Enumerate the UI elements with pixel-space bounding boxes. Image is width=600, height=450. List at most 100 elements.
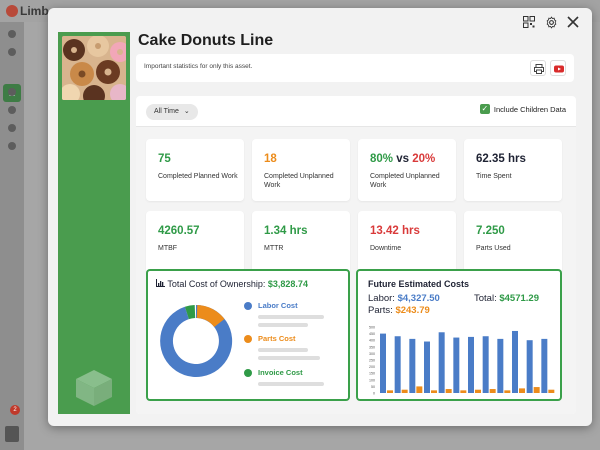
print-button[interactable] — [530, 60, 546, 76]
labor-label: Labor: — [368, 293, 395, 304]
stat-label: MTTR — [264, 245, 284, 252]
chart-icon — [156, 279, 167, 289]
parts-label: Parts: — [368, 305, 393, 316]
notification-badge[interactable]: 2 — [10, 405, 20, 415]
y-tick-label: 50 — [371, 385, 375, 389]
stat-label: Time Spent — [476, 173, 512, 180]
donut-slice-parts — [196, 305, 225, 327]
qr-code-icon[interactable] — [522, 16, 536, 30]
future-costs-title: Future Estimated Costs — [368, 279, 470, 289]
y-tick-label: 200 — [369, 365, 375, 369]
future-parts: Parts: $243.79 — [368, 305, 430, 316]
stat-label: MTBF — [158, 245, 178, 252]
labor-bar — [482, 336, 489, 393]
time-range-label: All Time — [154, 108, 179, 115]
parts-bar — [387, 390, 393, 393]
parts-value: $243.79 — [395, 305, 430, 316]
tco-donut-chart — [160, 304, 233, 377]
stat-value: 13.42 hrs — [370, 225, 420, 237]
stat-mttr[interactable]: 1.34 hrs MTTR — [252, 211, 350, 273]
labor-bar — [512, 330, 518, 393]
parts-bar — [519, 388, 525, 393]
labor-bar — [380, 333, 386, 393]
stats-area: 75 Completed Planned Work 18 Completed U… — [136, 127, 576, 414]
labor-bar — [394, 336, 401, 393]
future-total: Total: $4571.29 — [474, 293, 539, 304]
y-tick-label: 400 — [369, 339, 375, 343]
parts-bar — [533, 387, 540, 393]
parts-bar — [431, 390, 437, 393]
stat-completed-unplanned-work[interactable]: 18 Completed Unplanned Work — [252, 139, 350, 201]
page-title: Cake Donuts Line — [138, 32, 274, 49]
stat-value: 7.250 — [476, 225, 505, 237]
stat-mtbf[interactable]: 4260.57 MTBF — [146, 211, 244, 273]
labor-value: $4,327.50 — [397, 293, 440, 304]
stat-value: 18 — [264, 153, 277, 165]
app-sidebar: ⌂ — [0, 22, 24, 450]
parts-bar — [445, 389, 452, 393]
future-labor: Labor: $4,327.50 — [368, 293, 440, 304]
stat-completed-planned-work[interactable]: 75 Completed Planned Work — [146, 139, 244, 201]
stat-value: 4260.57 — [158, 225, 200, 237]
stat-downtime[interactable]: 13.42 hrs Downtime — [358, 211, 456, 273]
stat-value: 80% vs 20% — [370, 153, 435, 165]
sidebar-item-dot[interactable] — [8, 106, 16, 114]
labor-bar — [497, 338, 504, 393]
future-costs-panel[interactable]: Future Estimated Costs Labor: $4,327.50 … — [356, 269, 562, 401]
video-button[interactable] — [550, 60, 566, 76]
placeholder-bar — [258, 348, 308, 352]
legend-dot — [244, 369, 252, 377]
labor-bar — [438, 332, 445, 393]
gear-icon[interactable] — [544, 16, 558, 30]
stat-label: Completed Unplanned Work — [264, 173, 334, 189]
y-tick-label: 100 — [369, 378, 375, 382]
include-children-toggle[interactable]: ✓ Include Children Data — [479, 104, 566, 114]
include-children-checkbox[interactable]: ✓ — [479, 104, 490, 114]
legend-label: Labor Cost — [258, 301, 298, 310]
stat-value: 75 — [158, 153, 171, 165]
description-card: Important statistics for only this asset… — [136, 54, 574, 82]
labor-bar — [468, 336, 474, 393]
sidebar-item-dot[interactable] — [8, 48, 16, 56]
placeholder-bar — [258, 382, 324, 386]
tco-panel[interactable]: Total Cost of Ownership: $3,828.74 Labor… — [146, 269, 350, 401]
tco-title: Total Cost of Ownership: $3,828.74 — [156, 279, 308, 289]
y-tick-label: 350 — [369, 345, 375, 349]
labor-bar — [541, 338, 548, 393]
labor-bar — [424, 341, 430, 393]
legend-dot — [244, 302, 252, 310]
asset-photo — [62, 36, 126, 100]
donut-slice-invoice — [184, 305, 196, 320]
y-tick-label: 300 — [369, 352, 375, 356]
stat-value: 1.34 hrs — [264, 225, 308, 237]
y-tick-label: 450 — [369, 332, 375, 336]
close-icon[interactable] — [566, 16, 580, 30]
parts-bar — [504, 390, 511, 393]
sidebar-item-dot[interactable] — [8, 142, 16, 150]
asset-description: Important statistics for only this asset… — [144, 63, 253, 70]
stat-value: 62.35 hrs — [476, 153, 526, 165]
app-logo-text: Limb — [20, 4, 49, 18]
stat-planned-vs-unplanned[interactable]: 80% vs 20% Completed Unplanned Work — [358, 139, 456, 201]
y-tick-label: 500 — [369, 326, 375, 330]
legend-label: Invoice Cost — [258, 368, 303, 377]
sidebar-item-dot[interactable] — [8, 30, 16, 38]
sidebar-item-dot[interactable] — [8, 88, 16, 96]
labor-bar — [453, 337, 460, 393]
stat-label: Completed Planned Work — [158, 173, 238, 180]
statistics-card: All Time ⌄ ✓ Include Children Data 75 Co… — [136, 96, 576, 414]
stat-time-spent[interactable]: 62.35 hrs Time Spent — [464, 139, 562, 201]
app-logo[interactable]: Limb — [6, 4, 49, 18]
tco-total: $3,828.74 — [267, 279, 308, 289]
stat-parts-used[interactable]: 7.250 Parts Used — [464, 211, 562, 273]
printer-icon — [534, 64, 544, 74]
parts-bar — [475, 389, 481, 393]
avatar[interactable] — [5, 426, 19, 442]
sidebar-item-dot[interactable] — [8, 124, 16, 132]
parts-bar — [401, 389, 408, 393]
tco-title-text: Total Cost of Ownership: — [167, 279, 266, 289]
divider — [136, 126, 576, 127]
time-range-dropdown[interactable]: All Time ⌄ — [146, 104, 198, 120]
stat-label: Completed Unplanned Work — [370, 173, 440, 189]
